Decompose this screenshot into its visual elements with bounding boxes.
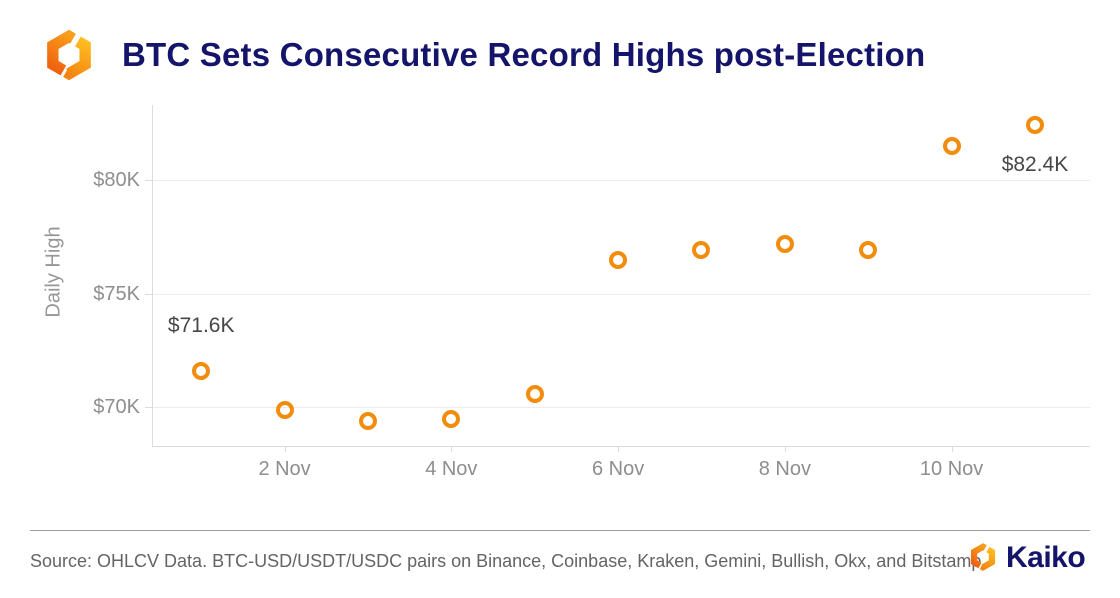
- x-tick-mark: [951, 446, 953, 452]
- data-point: [859, 241, 878, 260]
- x-tick-label: 2 Nov: [258, 458, 311, 480]
- x-axis-line: [152, 446, 1090, 447]
- y-tick-label: $70K: [93, 396, 140, 419]
- x-tick-mark: [284, 446, 286, 452]
- data-point: [942, 136, 961, 155]
- x-tick-label: 4 Nov: [425, 458, 478, 480]
- y-gridline: [152, 293, 1090, 295]
- kaiko-footer-logo-icon: [967, 541, 999, 573]
- y-axis-title: Daily High: [42, 226, 65, 318]
- x-tick-mark: [784, 446, 786, 452]
- x-tick-label: 6 Nov: [591, 458, 645, 480]
- data-point: [442, 409, 461, 428]
- point-annotation: $71.6K: [167, 313, 235, 337]
- data-point: [609, 250, 628, 269]
- source-caption: Source: OHLCV Data. BTC-USD/USDT/USDC pa…: [30, 551, 987, 571]
- y-axis-line: [152, 105, 153, 446]
- y-tick-label: $80K: [93, 169, 140, 192]
- x-tick-mark: [618, 446, 620, 452]
- scatter-chart: $70K $75K $80K 2 Nov 4 Nov 6 Nov 8 Nov 10 Nov $7…: [93, 105, 1090, 480]
- x-tick-label: 10 Nov: [919, 458, 984, 480]
- kaiko-wordmark: Kaiko: [1006, 541, 1086, 574]
- x-tick-mark: [451, 446, 453, 452]
- y-gridline: [152, 407, 1090, 409]
- y-tick-label: $75K: [93, 282, 140, 305]
- data-point: [358, 411, 377, 430]
- data-point: [1025, 116, 1044, 135]
- y-tick-mark: [145, 293, 152, 295]
- footer-divider: [30, 530, 1090, 531]
- page-title: BTC Sets Consecutive Record Highs post-E…: [122, 36, 926, 73]
- data-point: [192, 361, 211, 380]
- data-point: [692, 241, 711, 260]
- point-annotation: $82.4K: [1001, 153, 1069, 177]
- data-point: [525, 384, 544, 403]
- data-point: [275, 400, 294, 419]
- y-tick-mark: [145, 180, 152, 182]
- x-tick-label: 8 Nov: [758, 458, 811, 480]
- y-gridline: [152, 180, 1090, 182]
- y-tick-mark: [145, 407, 152, 409]
- data-point: [775, 234, 794, 253]
